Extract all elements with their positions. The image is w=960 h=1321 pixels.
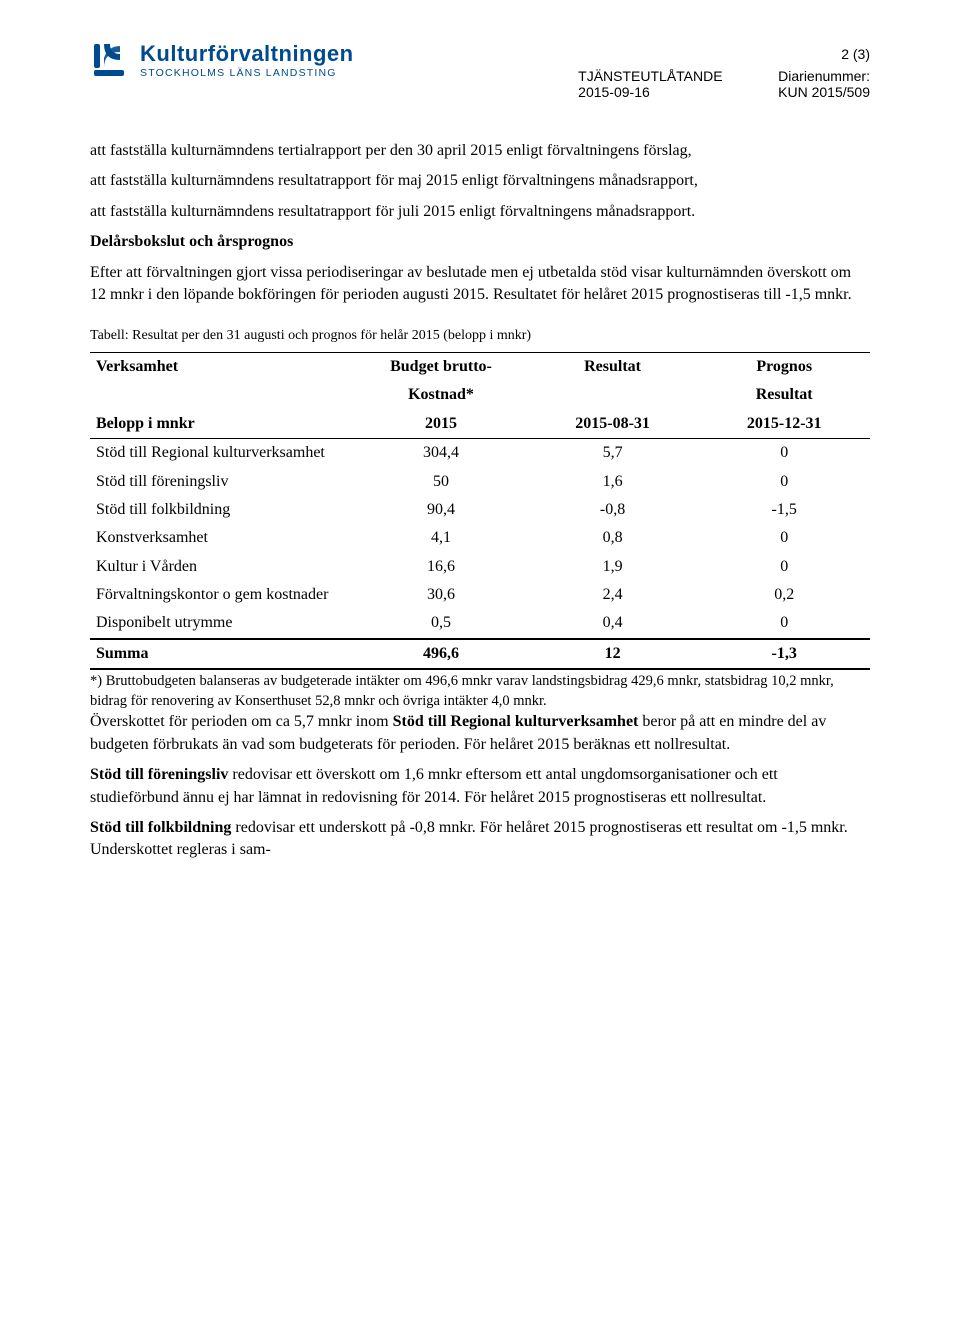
cell-prognos: 0 — [698, 553, 870, 581]
logo-subtitle: STOCKHOLMS LÄNS LANDSTING — [140, 67, 354, 79]
th-sub: 2015-12-31 — [698, 410, 870, 439]
logo-text: Kulturförvaltningen STOCKHOLMS LÄNS LAND… — [140, 41, 354, 79]
cell-resultat: 5,7 — [527, 439, 699, 468]
table-body: Stöd till Regional kul­turverksamhet 304… — [90, 439, 870, 670]
diarie-label: Diarienummer: — [778, 68, 870, 84]
page-number: 2 (3) — [578, 46, 870, 62]
table-sum-row: Summa 496,6 12 -1,3 — [90, 639, 870, 669]
th-resultat: Resultat — [527, 352, 699, 381]
page: Kulturförvaltningen STOCKHOLMS LÄNS LAND… — [0, 0, 960, 910]
cell-prognos: 0 — [698, 524, 870, 552]
th-verksamhet: Verksamhet — [90, 352, 355, 381]
cell-prognos: 0 — [698, 609, 870, 638]
cell-budget: 90,4 — [355, 496, 527, 524]
paragraph: Stöd till föreningsliv redovisar ett öve… — [90, 764, 870, 809]
paragraph: Stöd till folkbildning redovisar ett und… — [90, 817, 870, 862]
cell-prognos: 0 — [698, 468, 870, 496]
cell-budget: 0,5 — [355, 609, 527, 638]
logo-block: Kulturförvaltningen STOCKHOLMS LÄNS LAND… — [90, 40, 354, 80]
table-row: Förvaltningskontor o gem kostnader 30,6 … — [90, 581, 870, 609]
th-sub — [527, 381, 699, 409]
cell-label: Stöd till Regional kul­turverksamhet — [90, 439, 355, 468]
doc-date: 2015-09-16 — [578, 84, 748, 100]
cell-resultat: 2,4 — [527, 581, 699, 609]
table-row: Konstverksamhet 4,1 0,8 0 — [90, 524, 870, 552]
th-sub: 2015 — [355, 410, 527, 439]
doc-type: TJÄNSTEUTLÅTANDE — [578, 68, 748, 84]
cell-resultat: 0,8 — [527, 524, 699, 552]
results-table: Verksamhet Budget brutto- Resultat Progn… — [90, 352, 870, 670]
cell-prognos: -1,5 — [698, 496, 870, 524]
cell-resultat: -0,8 — [527, 496, 699, 524]
cell-label: Konstverksamhet — [90, 524, 355, 552]
cell-resultat: 1,9 — [527, 553, 699, 581]
logo-icon — [90, 40, 130, 80]
th-prognos: Prognos — [698, 352, 870, 381]
paragraph: att fastställa kulturnämndens resultatra… — [90, 201, 870, 223]
paragraph: Efter att förvaltningen gjort vissa peri… — [90, 262, 870, 307]
cell-budget: 50 — [355, 468, 527, 496]
section-heading: Delårsbokslut och årsprognos — [90, 233, 293, 250]
table-row: Stöd till Regional kul­turverksamhet 304… — [90, 439, 870, 468]
page-header: Kulturförvaltningen STOCKHOLMS LÄNS LAND… — [90, 40, 870, 100]
paragraph: att fastställa kulturnämndens resultatra… — [90, 170, 870, 192]
table-caption: Tabell: Resultat per den 31 augusti och … — [90, 326, 870, 346]
diarie-value: KUN 2015/509 — [778, 84, 870, 100]
th-budget: Budget brutto- — [355, 352, 527, 381]
sum-resultat: 12 — [527, 639, 699, 669]
paragraph: att fastställa kulturnämndens tertialrap… — [90, 140, 870, 162]
cell-prognos: 0,2 — [698, 581, 870, 609]
header-meta: 2 (3) TJÄNSTEUTLÅTANDE 2015-09-16 Diarie… — [578, 40, 870, 100]
cell-budget: 4,1 — [355, 524, 527, 552]
th-sub: Belopp i mnkr — [90, 410, 355, 439]
cell-label: Disponibelt utrymme — [90, 609, 355, 638]
th-sub: 2015-08-31 — [527, 410, 699, 439]
cell-budget: 16,6 — [355, 553, 527, 581]
th-sub: Resultat — [698, 381, 870, 409]
sum-prognos: -1,3 — [698, 639, 870, 669]
cell-label: Förvaltningskontor o gem kostnader — [90, 581, 355, 609]
cell-budget: 304,4 — [355, 439, 527, 468]
sum-budget: 496,6 — [355, 639, 527, 669]
table-row: Stöd till föreningsliv 50 1,6 0 — [90, 468, 870, 496]
paragraph: Överskottet för perioden om ca 5,7 mnkr … — [90, 711, 870, 756]
cell-budget: 30,6 — [355, 581, 527, 609]
table-footnote: *) Bruttobudgeten balanseras av budgeter… — [90, 672, 870, 711]
cell-label: Stöd till föreningsliv — [90, 468, 355, 496]
th-sub: Kostnad* — [355, 381, 527, 409]
sum-label: Summa — [90, 639, 355, 669]
cell-label: Kultur i Vården — [90, 553, 355, 581]
table-row: Disponibelt utrymme 0,5 0,4 0 — [90, 609, 870, 638]
cell-resultat: 0,4 — [527, 609, 699, 638]
th-sub — [90, 381, 355, 409]
body: att fastställa kulturnämndens tertialrap… — [90, 140, 870, 862]
table-row: Stöd till folkbildning 90,4 -0,8 -1,5 — [90, 496, 870, 524]
logo-title: Kulturförvaltningen — [140, 41, 354, 67]
table-row: Kultur i Vården 16,6 1,9 0 — [90, 553, 870, 581]
cell-prognos: 0 — [698, 439, 870, 468]
cell-resultat: 1,6 — [527, 468, 699, 496]
cell-label: Stöd till folkbildning — [90, 496, 355, 524]
